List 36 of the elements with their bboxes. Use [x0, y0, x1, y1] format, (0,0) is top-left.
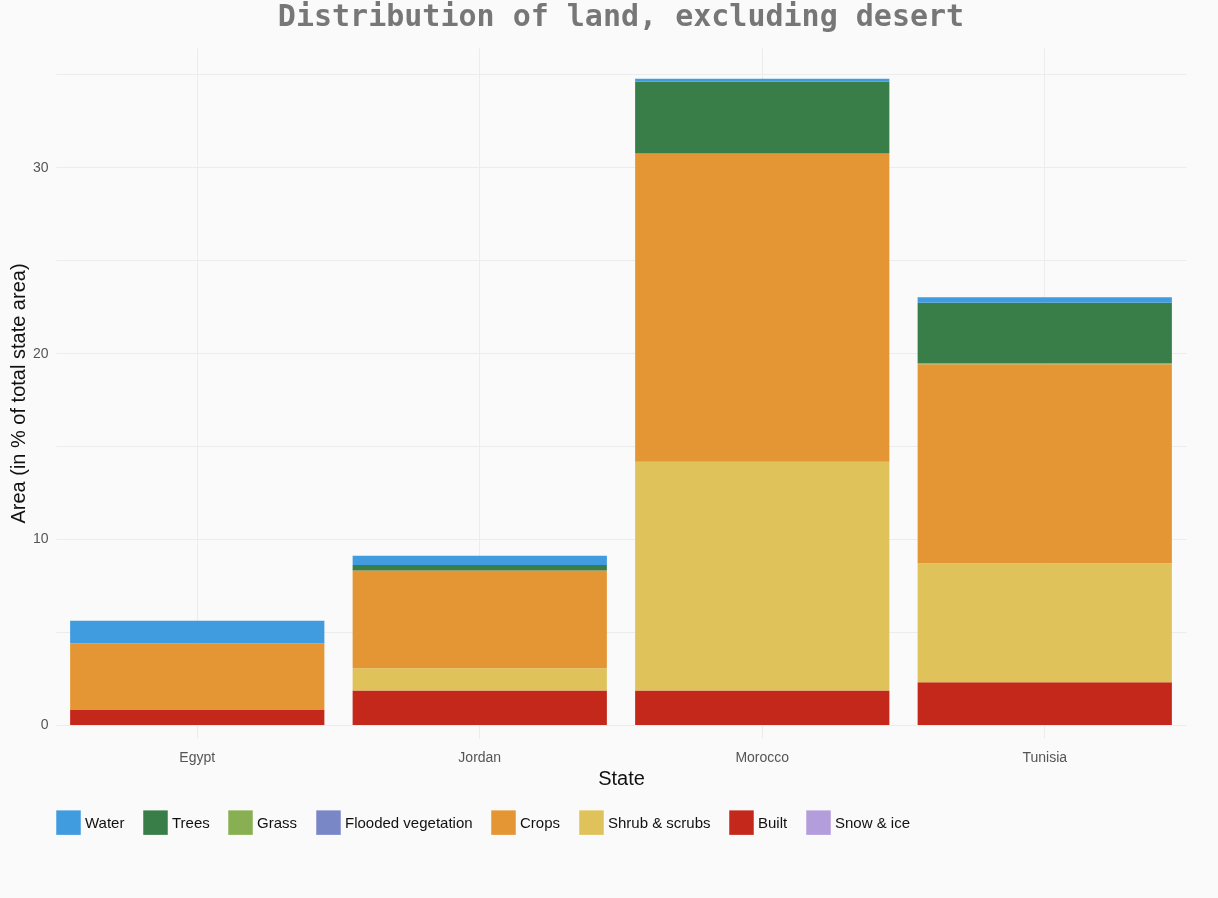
y-tick-label: 0 [40, 716, 49, 733]
bar [635, 81, 890, 154]
legend-label: Flooded vegetation [345, 813, 473, 831]
bar [352, 690, 607, 725]
bar [352, 668, 607, 691]
bar [352, 555, 607, 566]
x-tick-label: Morocco [735, 748, 790, 765]
legend-label: Snow & ice [835, 813, 911, 831]
y-tick-label: 30 [32, 158, 49, 175]
bar [917, 563, 1172, 683]
x-axis-title: State [598, 766, 645, 789]
y-tick-label: 10 [32, 530, 49, 547]
bar [352, 570, 607, 669]
bar [70, 620, 325, 644]
bar [917, 297, 1172, 303]
legend-label: Built [758, 813, 789, 831]
legend-label: Trees [172, 813, 210, 831]
bar [635, 461, 890, 691]
bar [352, 565, 607, 571]
bar [917, 302, 1172, 364]
bar [70, 643, 325, 711]
x-tick-label: Jordan [458, 748, 502, 765]
bar [635, 154, 890, 462]
chart-title: Distribution of land, excluding desert [277, 0, 965, 33]
bar [70, 710, 325, 725]
y-axis-title: Area (in % of total state area) [6, 263, 29, 524]
bar [635, 690, 890, 725]
bar [917, 364, 1172, 564]
x-tick-label: Tunisia [1022, 748, 1068, 765]
legend-label: Water [85, 813, 125, 831]
bar [917, 682, 1172, 725]
x-tick-label: Egypt [179, 748, 216, 765]
legend-label: Shrub & scrubs [608, 813, 711, 831]
legend-label: Grass [257, 813, 298, 831]
y-tick-label: 20 [32, 344, 49, 361]
legend-label: Crops [520, 813, 561, 831]
